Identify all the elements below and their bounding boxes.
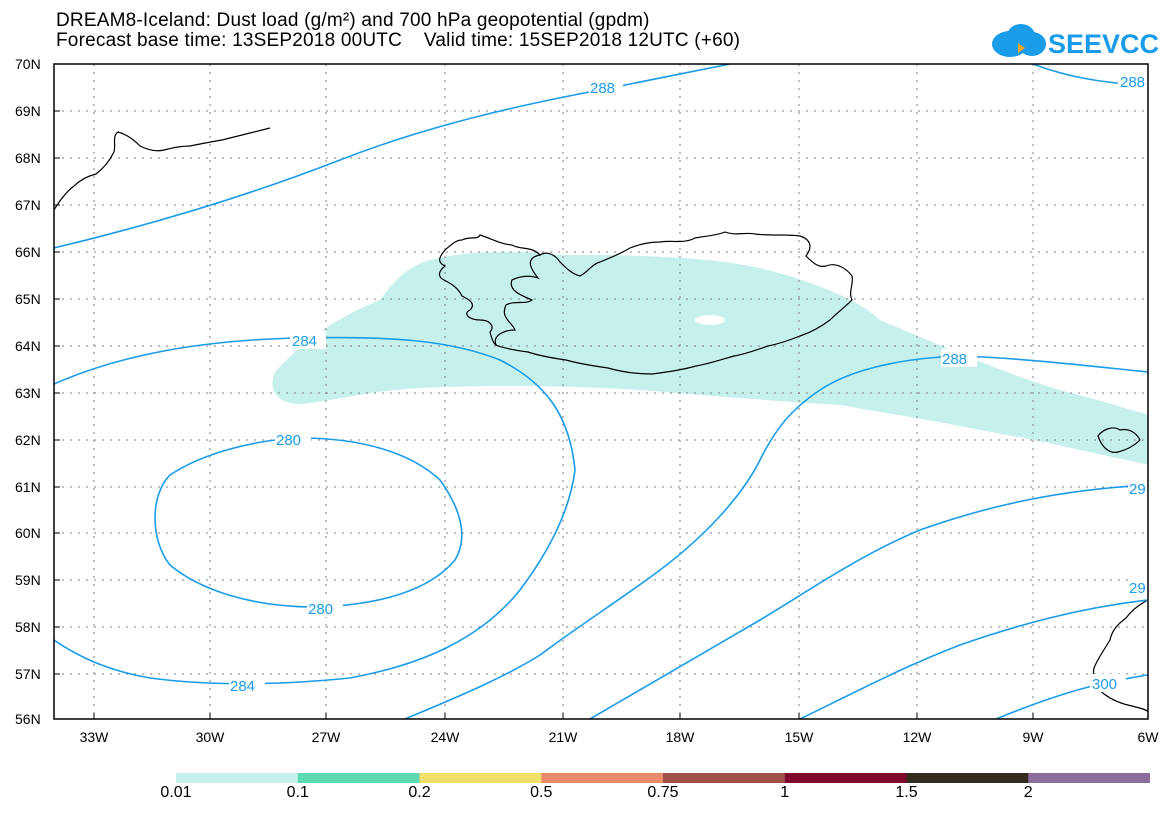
iceland-coast: [438, 234, 542, 347]
colorbar-label: 0.01: [160, 784, 192, 801]
colorbar-label: 1.5: [895, 784, 918, 801]
colorbar-segment: [663, 773, 786, 783]
lat-label: 59N: [15, 572, 41, 588]
map-title: DREAM8-Iceland: Dust load (g/m²) and 700…: [56, 10, 650, 31]
latitude-axis: 70N 69N 68N 67N 66N 65N 64N 63N 62N 61N …: [15, 56, 60, 727]
lat-label: 68N: [15, 150, 41, 166]
lat-label: 57N: [15, 666, 41, 682]
lat-label: 60N: [15, 525, 41, 541]
dust-plume: [272, 251, 1148, 465]
lon-label: 12W: [903, 729, 933, 745]
lat-label: 70N: [15, 56, 41, 72]
lat-label: 66N: [15, 244, 41, 260]
contour-label: 284: [230, 678, 255, 695]
contour-label: 300: [1092, 676, 1117, 693]
colorbar: [176, 773, 1150, 783]
colorbar-label: 0.2: [408, 784, 431, 801]
colorbar-label: 0.5: [530, 784, 553, 801]
lon-label: 21W: [549, 729, 579, 745]
lon-label: 15W: [785, 729, 815, 745]
lat-label: 64N: [15, 338, 41, 354]
colorbar-label: 2: [1023, 784, 1033, 801]
colorbar-segment: [784, 773, 907, 783]
map-frame: [53, 63, 1149, 720]
colorbar-label: 1: [780, 784, 790, 801]
lat-label: 62N: [15, 432, 41, 448]
contour-label: 288: [590, 80, 615, 97]
longitude-axis: 33W 30W 27W 24W 21W 18W 15W 12W 9W 6W: [80, 713, 1160, 745]
colorbar-label: 0.75: [647, 784, 679, 801]
lat-label: 67N: [15, 197, 41, 213]
lon-label: 9W: [1023, 729, 1045, 745]
contour-label: 280: [276, 432, 301, 449]
lon-label: 27W: [312, 729, 342, 745]
colorbar-segment: [906, 773, 1029, 783]
lat-label: 65N: [15, 291, 41, 307]
colorbar-segment: [297, 773, 420, 783]
lon-label: 33W: [80, 729, 110, 745]
coastline: [54, 127, 1148, 713]
contour-label: 29: [1129, 580, 1146, 597]
contour-label: 280: [308, 601, 333, 618]
lat-label: 58N: [15, 619, 41, 635]
seevccc-logo: SEEVCCC: [992, 24, 1158, 59]
lat-label: 63N: [15, 385, 41, 401]
colorbar-label: 0.1: [286, 784, 309, 801]
lat-label: 69N: [15, 103, 41, 119]
lat-label: 56N: [15, 711, 41, 727]
contour-label: 284: [292, 333, 317, 350]
colorbar-segment: [176, 773, 299, 783]
contour-label: 288: [942, 351, 967, 368]
lon-label: 30W: [196, 729, 226, 745]
logo-text: SEEVCCC: [1048, 29, 1158, 59]
lon-label: 18W: [666, 729, 696, 745]
map-subtitle: Forecast base time: 13SEP2018 00UTC Vali…: [56, 30, 741, 51]
lon-label: 24W: [431, 729, 461, 745]
lon-label: 6W: [1138, 729, 1160, 745]
contour-labels: 288 288 284 288 280 280 29 29 284 300: [229, 72, 1148, 695]
colorbar-segment: [1028, 773, 1150, 783]
contour-label: 288: [1120, 74, 1145, 91]
lat-label: 61N: [15, 479, 41, 495]
colorbar-segment: [419, 773, 542, 783]
contour-label: 29: [1129, 481, 1146, 498]
colorbar-segment: [541, 773, 664, 783]
cloud-icon: [992, 24, 1046, 57]
